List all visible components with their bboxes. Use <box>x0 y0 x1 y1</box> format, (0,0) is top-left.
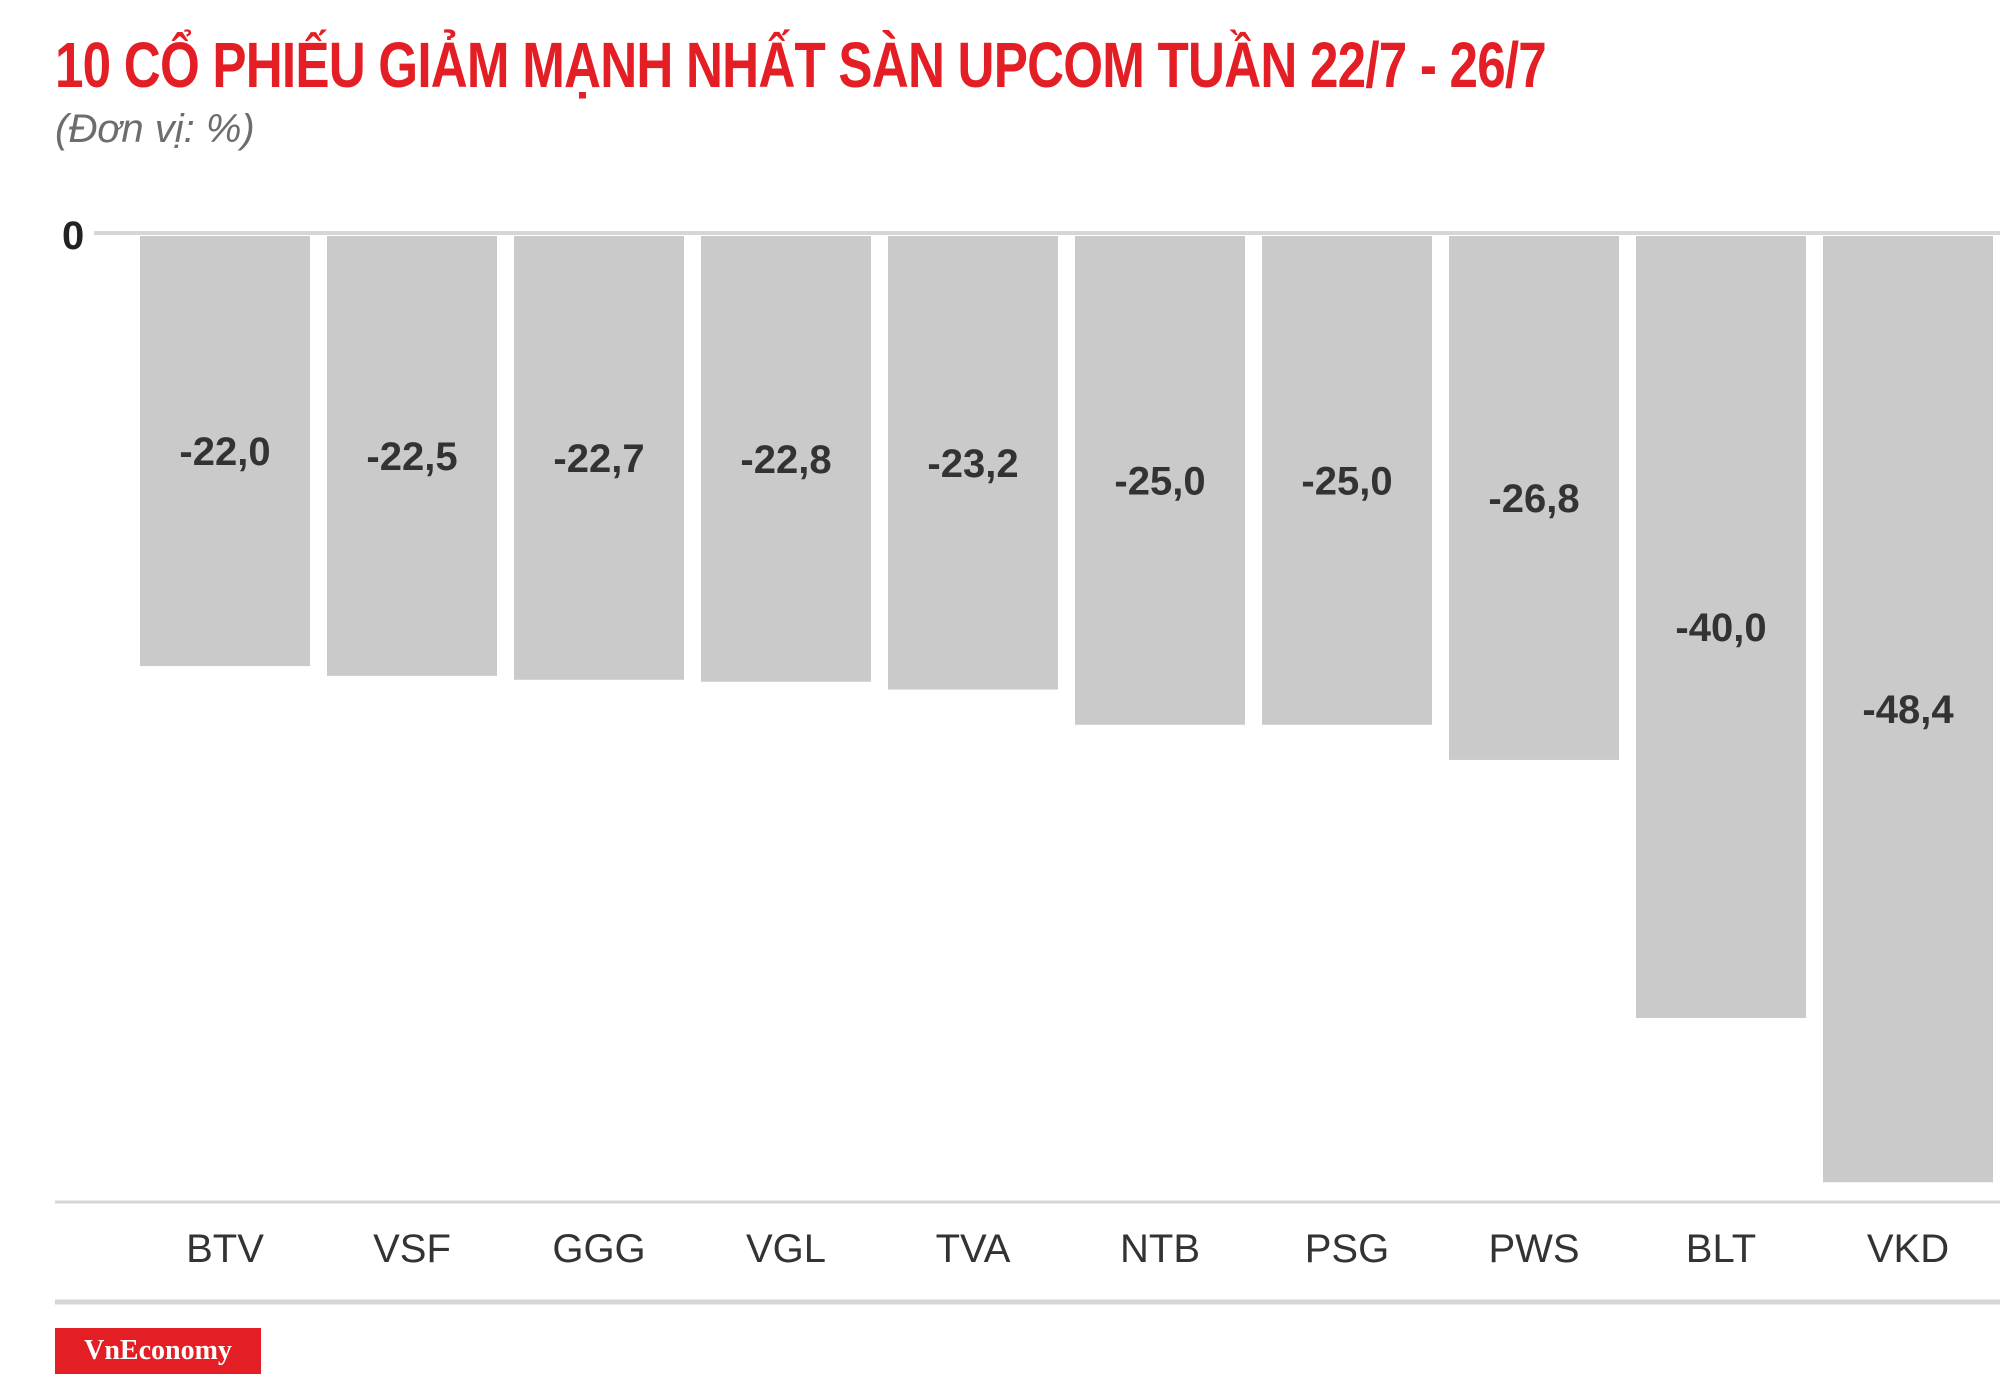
bar-vsf <box>327 236 497 676</box>
value-label-vgl: -22,8 <box>740 438 831 482</box>
bar-vkd <box>1823 236 1993 1183</box>
value-label-ntb: -25,0 <box>1114 459 1205 503</box>
category-label-ggg: GGG <box>552 1227 645 1271</box>
category-label-group: BTV VSF GGG VGL TVA NTB PSG PWS BLT VKD <box>186 1227 1949 1271</box>
value-label-tva: -23,2 <box>927 442 1018 486</box>
bar-psg <box>1262 236 1432 725</box>
bar-pws <box>1449 236 1619 760</box>
value-label-vkd: -48,4 <box>1862 688 1954 732</box>
unit-subtitle: (Đơn vị: %) <box>55 107 255 151</box>
bar-ntb <box>1075 236 1245 725</box>
category-label-blt: BLT <box>1686 1227 1756 1271</box>
category-label-ntb: NTB <box>1120 1227 1200 1271</box>
bar-tva <box>888 236 1058 690</box>
category-label-tva: TVA <box>936 1227 1011 1271</box>
value-label-ggg: -22,7 <box>553 437 644 481</box>
chart-title: 10 CỔ PHIẾU GIẢM MẠNH NHẤT SÀN UPCOM TUẦ… <box>55 29 1547 101</box>
bar-group <box>140 236 1993 1183</box>
value-label-pws: -26,8 <box>1488 477 1579 521</box>
value-label-group: -22,0 -22,5 -22,7 -22,8 -23,2 -25,0 -25,0 -26,8… <box>179 430 1954 732</box>
category-label-vkd: VKD <box>1867 1227 1949 1271</box>
bar-blt <box>1636 236 1806 1018</box>
category-label-psg: PSG <box>1305 1227 1389 1271</box>
value-label-blt: -40,0 <box>1675 606 1766 650</box>
bar-ggg <box>514 236 684 680</box>
bar-vgl <box>701 236 871 682</box>
category-label-pws: PWS <box>1488 1227 1579 1271</box>
category-label-vsf: VSF <box>373 1227 451 1271</box>
value-label-psg: -25,0 <box>1301 459 1392 503</box>
vneconomy-logo: VnEconomy <box>55 1328 261 1374</box>
value-label-vsf: -22,5 <box>366 435 457 479</box>
value-label-btv: -22,0 <box>179 430 270 474</box>
category-label-btv: BTV <box>186 1227 264 1271</box>
zero-axis-label: 0 <box>62 214 84 258</box>
category-label-vgl: VGL <box>746 1227 826 1271</box>
bar-btv <box>140 236 310 667</box>
